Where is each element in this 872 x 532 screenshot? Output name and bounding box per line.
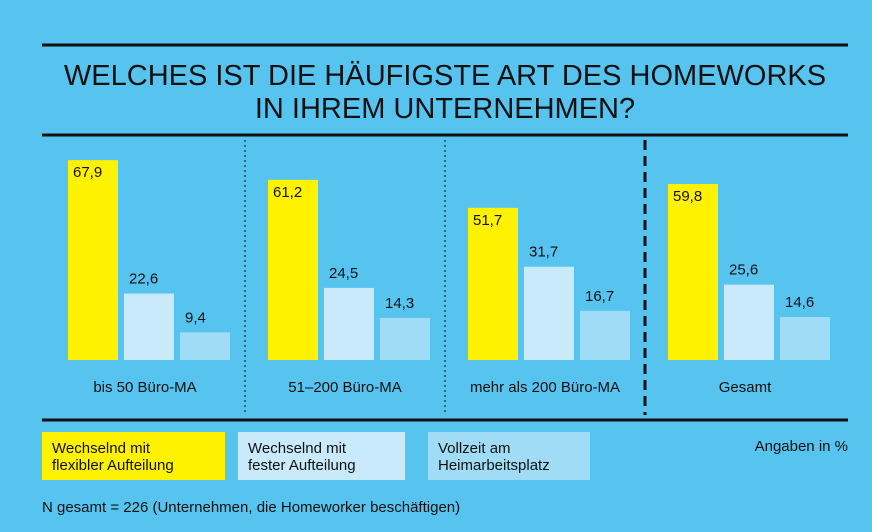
bar [524, 266, 574, 360]
legend-entry: Wechselnd mit fester Aufteilung [238, 432, 405, 480]
x-tick-label: 51–200 Büro-MA [288, 379, 401, 396]
bar [268, 179, 318, 360]
bar [468, 207, 518, 360]
value-label: 16,7 [585, 288, 614, 305]
x-tick-label: Gesamt [719, 379, 772, 396]
legend-entry: Wechselnd mit flexibler Aufteilung [42, 432, 225, 480]
bar [780, 317, 830, 360]
value-label: 61,2 [273, 184, 302, 201]
unit-note: Angaben in % [754, 438, 848, 455]
value-label: 14,6 [785, 294, 814, 311]
bar [580, 310, 630, 360]
bar [380, 317, 430, 360]
value-label: 24,5 [329, 265, 358, 282]
value-label: 31,7 [529, 244, 558, 261]
bar [68, 160, 118, 360]
value-label: 14,3 [385, 295, 414, 312]
footnote: N gesamt = 226 (Unternehmen, die Homewor… [42, 499, 461, 516]
bar [324, 287, 374, 360]
value-label: 22,6 [129, 270, 158, 287]
x-tick-label: bis 50 Büro-MA [93, 379, 196, 396]
bar [180, 332, 230, 360]
value-label: 59,8 [673, 188, 702, 205]
bar [724, 284, 774, 360]
value-label: 67,9 [73, 164, 102, 181]
value-label: 25,6 [729, 262, 758, 279]
bar [124, 293, 174, 360]
legend-entry: Vollzeit am Heimarbeitsplatz [428, 432, 590, 480]
x-tick-label: mehr als 200 Büro-MA [470, 379, 620, 396]
value-label: 51,7 [473, 212, 502, 229]
value-label: 9,4 [185, 309, 206, 326]
chart-title: WELCHES IST DIE HÄUFIGSTE ART DES HOMEWO… [63, 60, 827, 125]
bar [668, 184, 718, 360]
